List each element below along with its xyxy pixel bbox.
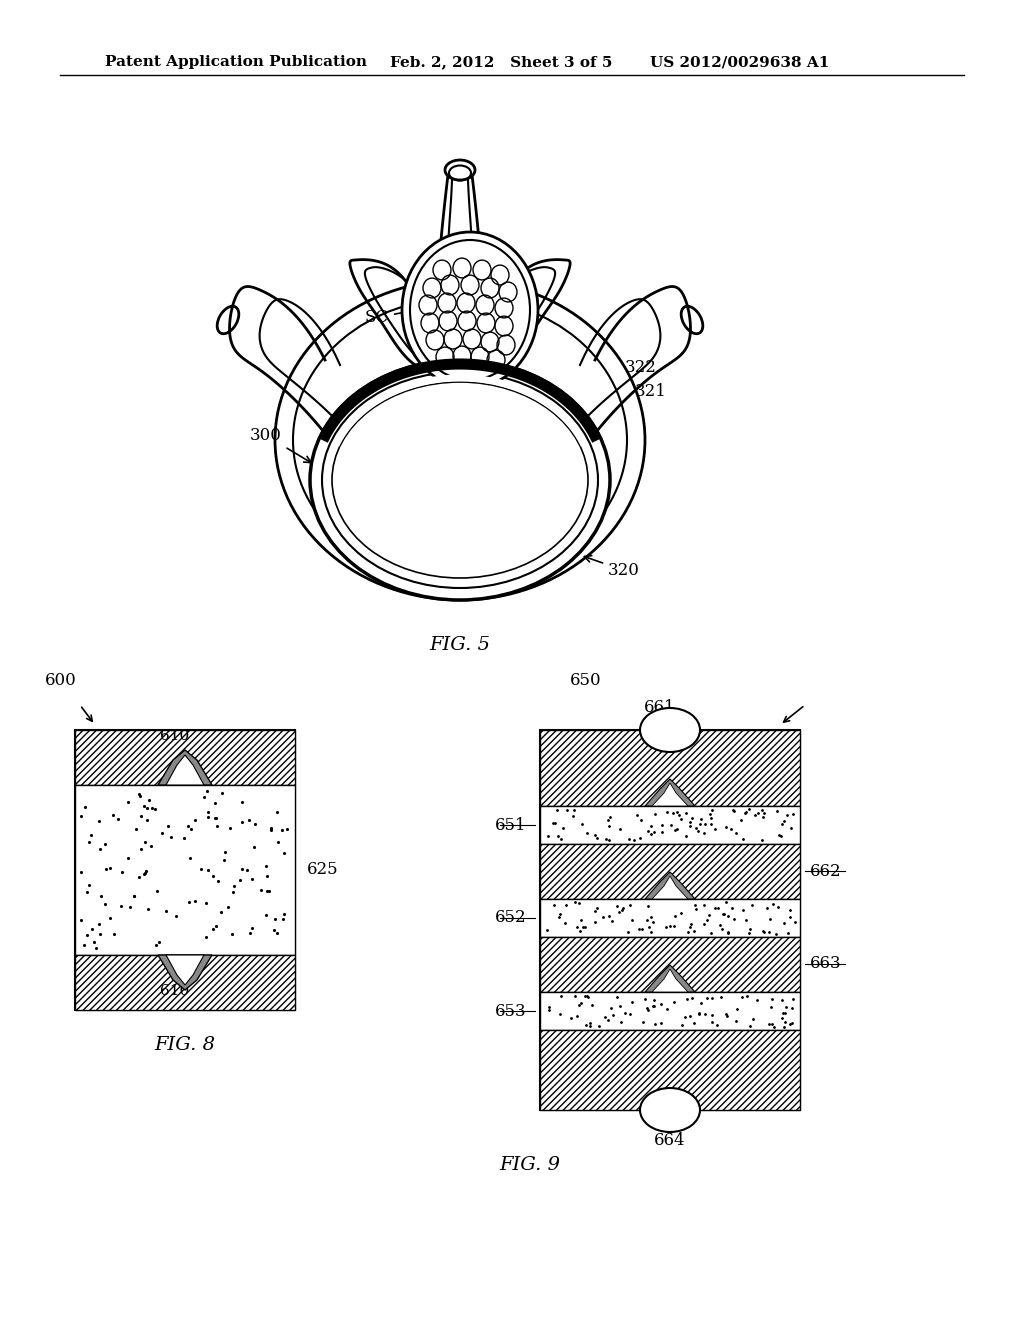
Ellipse shape [310, 360, 610, 601]
Text: 661: 661 [644, 700, 676, 715]
Text: Feb. 2, 2012   Sheet 3 of 5: Feb. 2, 2012 Sheet 3 of 5 [390, 55, 612, 69]
Polygon shape [166, 954, 204, 985]
Text: 320: 320 [585, 556, 640, 579]
Text: 610: 610 [161, 983, 189, 998]
Text: 650: 650 [570, 672, 602, 689]
Bar [540, 1030, 800, 1110]
Bar [540, 993, 800, 1030]
Bar [75, 730, 295, 1010]
Text: 662: 662 [810, 862, 842, 879]
Bar [540, 730, 800, 1110]
Polygon shape [652, 783, 688, 807]
Ellipse shape [640, 708, 700, 752]
Polygon shape [158, 954, 212, 990]
Polygon shape [158, 750, 212, 785]
Bar [540, 899, 800, 937]
Ellipse shape [402, 232, 538, 388]
Bar [75, 785, 295, 954]
Text: 652: 652 [495, 909, 526, 927]
Ellipse shape [410, 240, 530, 380]
Bar [75, 954, 295, 1010]
Text: US 2012/0029638 A1: US 2012/0029638 A1 [650, 55, 829, 69]
Bar [540, 843, 800, 899]
Polygon shape [645, 779, 695, 807]
Bar [540, 730, 800, 807]
Text: SC: SC [365, 306, 427, 326]
Text: 651: 651 [495, 817, 526, 833]
Text: 664: 664 [654, 1133, 686, 1148]
Text: 663: 663 [810, 956, 842, 973]
Polygon shape [652, 876, 688, 899]
Text: FIG. 8: FIG. 8 [155, 1036, 215, 1053]
Polygon shape [645, 873, 695, 899]
Polygon shape [652, 969, 688, 993]
Polygon shape [645, 965, 695, 993]
Text: 321: 321 [635, 384, 667, 400]
Ellipse shape [640, 1088, 700, 1133]
Text: 310: 310 [459, 490, 490, 507]
Bar [75, 730, 295, 785]
Bar [540, 807, 800, 843]
Text: 300: 300 [250, 426, 311, 462]
Text: FIG. 5: FIG. 5 [429, 636, 490, 653]
Ellipse shape [322, 372, 598, 587]
Text: 610: 610 [161, 729, 189, 743]
Text: 322: 322 [625, 359, 656, 376]
Text: 625: 625 [307, 862, 339, 879]
Text: FIG. 9: FIG. 9 [500, 1156, 560, 1173]
Ellipse shape [332, 381, 588, 578]
Text: 600: 600 [45, 672, 77, 689]
Polygon shape [166, 755, 204, 785]
Text: 653: 653 [495, 1002, 526, 1019]
Text: Patent Application Publication: Patent Application Publication [105, 55, 367, 69]
Bar [540, 937, 800, 993]
